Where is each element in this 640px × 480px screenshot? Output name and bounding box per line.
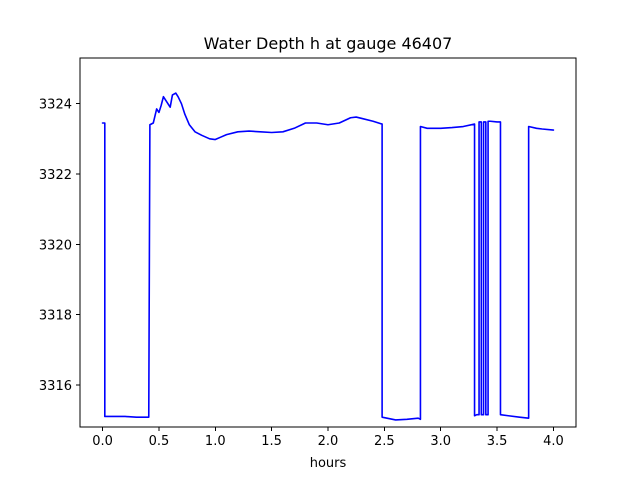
x-tick-label: 3.5: [487, 434, 508, 449]
chart-title: Water Depth h at gauge 46407: [204, 34, 453, 53]
plot-area: [101, 92, 555, 421]
y-axis-ticks: 3316 3318 3320 3322 3324: [39, 98, 80, 394]
x-tick-label: 1.5: [261, 434, 282, 449]
x-axis-label: hours: [310, 456, 347, 471]
x-tick-label: 4.0: [543, 434, 564, 449]
x-axis-ticks: 0.0 0.5 1.0 1.5 2.0 2.5 3.0 3.5 4.0: [92, 427, 564, 449]
water-depth-series-line: [101, 92, 555, 421]
x-tick-label: 0.5: [149, 434, 170, 449]
y-tick-label: 3316: [39, 379, 72, 394]
x-tick-label: 2.5: [374, 434, 395, 449]
x-tick-label: 1.0: [205, 434, 226, 449]
axes-frame: [79, 57, 577, 428]
y-tick-label: 3318: [39, 309, 72, 324]
y-tick-label: 3324: [39, 98, 72, 113]
y-tick-label: 3322: [39, 168, 72, 183]
x-tick-label: 3.0: [430, 434, 451, 449]
x-tick-label: 2.0: [318, 434, 339, 449]
y-tick-label: 3320: [39, 238, 72, 253]
x-tick-label: 0.0: [92, 434, 113, 449]
